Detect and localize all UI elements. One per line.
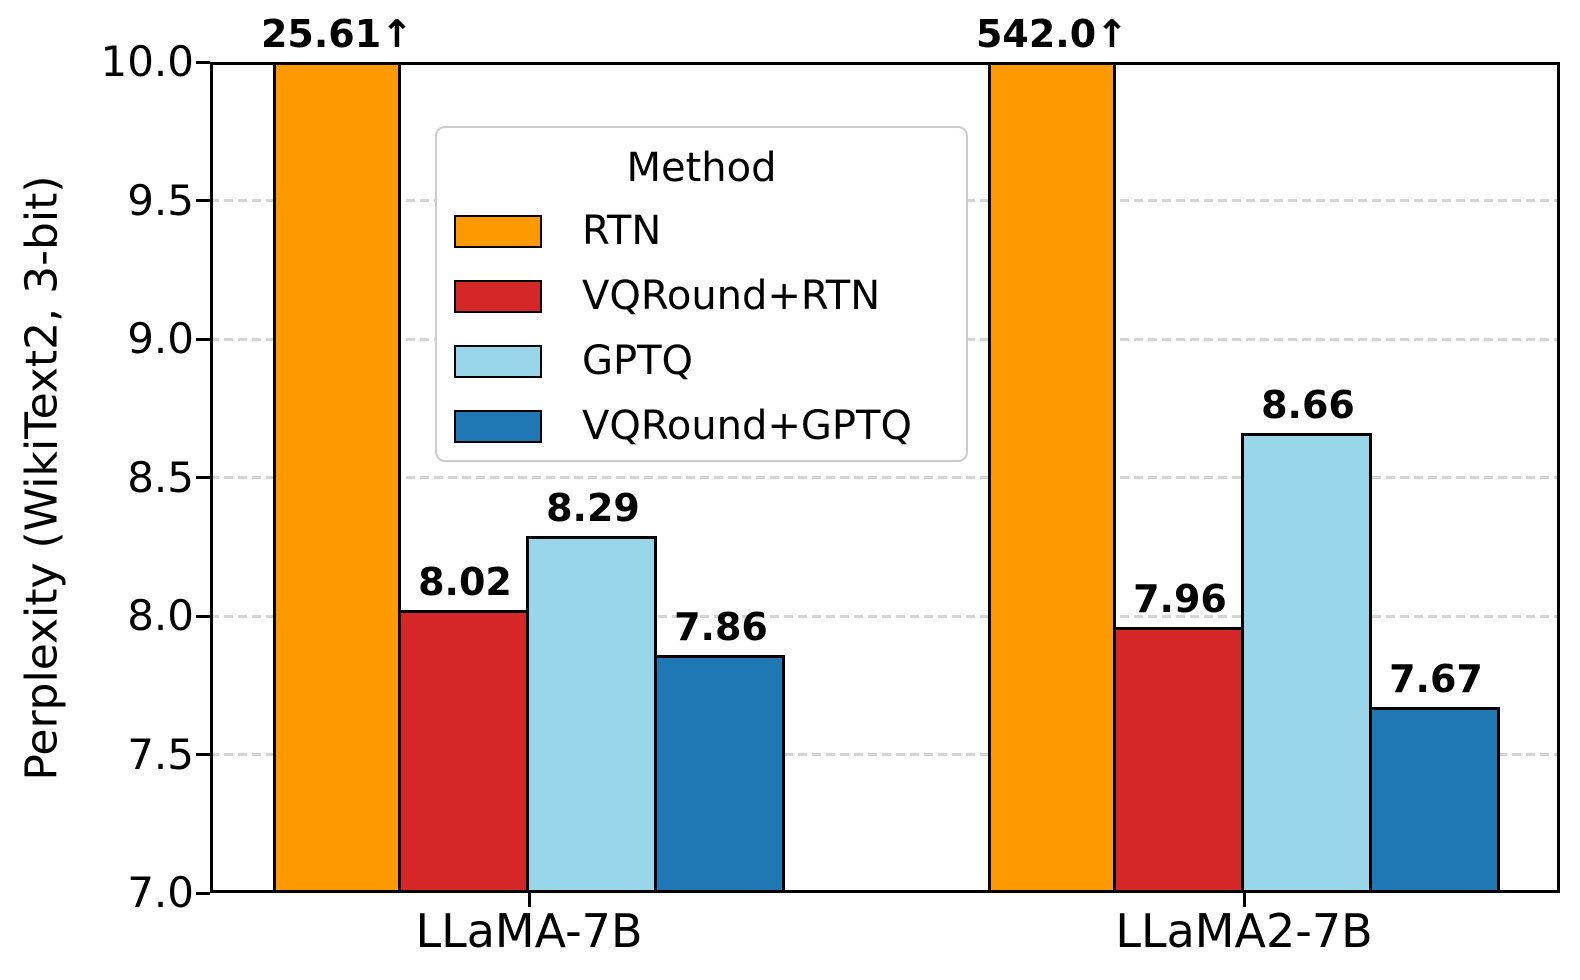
bar-rtn-llama-7b — [273, 62, 401, 893]
bar-vqround-rtn-llama-7b — [398, 610, 529, 893]
bar-gptq-llama2-7b — [1241, 433, 1372, 893]
legend-label-vqround-rtn: VQRound+RTN — [582, 273, 881, 319]
y-tick-mark-8-5 — [196, 476, 210, 479]
legend-swatch-gptq — [454, 344, 542, 378]
legend-item-rtn: RTN — [437, 199, 966, 263]
value-label-gptq-llama-7b: 8.29 — [546, 485, 640, 530]
x-tick-label-llama-7b: LLaMA-7B — [415, 904, 643, 958]
legend-label-vqround-gptq: VQRound+GPTQ — [582, 403, 912, 449]
y-tick-mark-10-0 — [196, 60, 210, 64]
bar-vqround-rtn-llama2-7b — [1113, 627, 1244, 893]
x-tick-mark-llama2-7b — [1242, 893, 1246, 907]
bar-gptq-llama-7b — [526, 535, 657, 893]
y-tick-mark-7-5 — [196, 753, 210, 756]
value-label-rtn-llama-7b: 25.61↑ — [260, 12, 414, 56]
value-label-gptq-llama2-7b: 8.66 — [1261, 383, 1355, 428]
y-tick-label-9-5: 9.5 — [127, 175, 194, 225]
y-tick-label-9-0: 9.0 — [127, 314, 194, 363]
bar-rtn-llama2-7b — [988, 62, 1116, 893]
y-tick-label-8-5: 8.5 — [127, 452, 194, 502]
legend-swatch-vqround-gptq — [454, 409, 542, 443]
y-tick-mark-7-0 — [196, 891, 210, 895]
legend-item-vqround-rtn: VQRound+RTN — [437, 264, 966, 328]
y-tick-label-8-0: 8.0 — [127, 591, 194, 640]
legend-swatch-vqround-rtn — [454, 279, 542, 313]
y-tick-mark-8-0 — [196, 614, 210, 618]
gridline-7-5 — [210, 753, 1560, 756]
value-label-vqround-gptq-llama-7b: 7.86 — [674, 604, 768, 649]
value-label-vqround-rtn-llama-7b: 8.02 — [418, 560, 512, 605]
legend-title: Method — [626, 145, 777, 191]
legend-item-vqround-gptq: VQRound+GPTQ — [437, 394, 966, 458]
legend-swatch-rtn — [454, 214, 542, 248]
gridline-8-5 — [210, 476, 1560, 479]
value-label-rtn-llama2-7b: 542.0↑ — [975, 12, 1129, 56]
y-tick-mark-9-5 — [196, 199, 210, 202]
gridline-8-0 — [210, 614, 1560, 618]
x-tick-mark-llama-7b — [527, 893, 531, 907]
value-label-vqround-rtn-llama2-7b: 7.96 — [1133, 577, 1227, 622]
legend: Method RTN VQRound+RTN GPTQ VQRound+GPTQ — [435, 126, 968, 462]
legend-label-gptq: GPTQ — [582, 338, 694, 384]
legend-label-rtn: RTN — [582, 208, 662, 254]
x-tick-label-llama2-7b: LLaMA2-7B — [1115, 904, 1373, 958]
bar-vqround-gptq-llama-7b — [654, 654, 785, 893]
legend-item-gptq: GPTQ — [437, 329, 966, 393]
y-tick-label-7-5: 7.5 — [127, 729, 194, 779]
y-tick-label-7-0: 7.0 — [127, 868, 194, 917]
value-label-vqround-gptq-llama2-7b: 7.67 — [1389, 657, 1483, 702]
bar-vqround-gptq-llama2-7b — [1369, 707, 1500, 893]
y-tick-label-10-0: 10.0 — [100, 37, 194, 86]
y-tick-mark-9-0 — [196, 337, 210, 341]
